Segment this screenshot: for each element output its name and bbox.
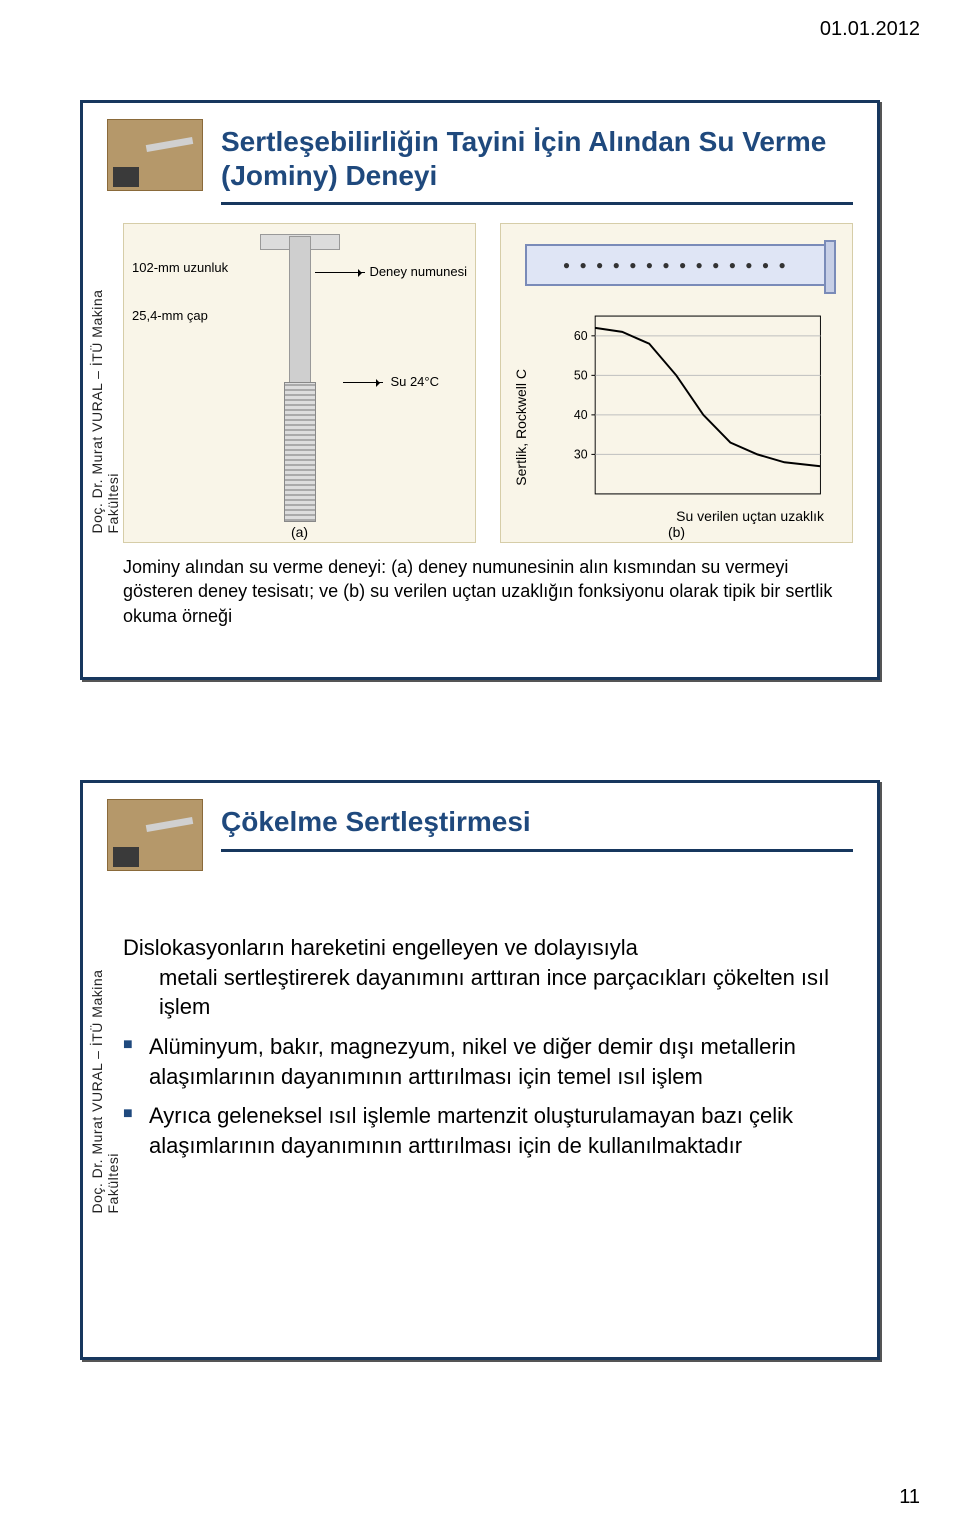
slide1-body: 102-mm uzunluk 25,4-mm çap Deney numunes…: [123, 223, 853, 661]
label-diameter: 25,4-mm çap: [132, 308, 208, 323]
fig-b-sublabel: (b): [668, 524, 685, 540]
hardness-chart: 30 40 50 60: [563, 310, 828, 502]
intro-rest: metali sertleştirerek dayanımını arttıra…: [159, 963, 853, 1022]
chart-ylabel: Sertlik, Rockwell C: [513, 369, 529, 486]
slide-jominy: Doç. Dr. Murat VURAL – İTÜ Makina Fakült…: [80, 100, 880, 680]
slide2-title: Çökelme Sertleştirmesi: [221, 805, 853, 839]
slide2-header: Çökelme Sertleştirmesi: [83, 783, 877, 875]
chart-xlabel: Su verilen uçtan uzaklık: [676, 509, 824, 524]
label-length: 102-mm uzunluk: [132, 260, 228, 275]
specimen-side-bar: ● ● ● ● ● ● ● ● ● ● ● ● ● ●: [525, 244, 828, 286]
page-number: 11: [899, 1486, 920, 1509]
svg-text:50: 50: [574, 367, 588, 382]
title-rule: [221, 849, 853, 852]
slide1-header: Sertleşebilirliğin Tayini İçin Alından S…: [83, 103, 877, 209]
arrow-icon: [315, 272, 365, 273]
intro-first: Dislokasyonların hareketini engelleyen v…: [123, 935, 638, 960]
label-specimen: Deney numunesi: [369, 264, 467, 279]
intro-text: Dislokasyonların hareketini engelleyen v…: [123, 933, 853, 1022]
slide2-body: Dislokasyonların hareketini engelleyen v…: [123, 933, 853, 1341]
svg-text:30: 30: [574, 446, 588, 461]
bullet-item: Ayrıca geleneksel ısıl işlemle martenzit…: [123, 1101, 853, 1160]
slide1-title: Sertleşebilirliğin Tayini İçin Alından S…: [221, 125, 853, 192]
figure-a: 102-mm uzunluk 25,4-mm çap Deney numunes…: [123, 223, 476, 543]
specimen-bar: [289, 236, 311, 396]
svg-text:40: 40: [574, 407, 588, 422]
slide-precipitation: Doç. Dr. Murat VURAL – İTÜ Makina Fakült…: [80, 780, 880, 1360]
fig-a-sublabel: (a): [291, 524, 308, 540]
svg-text:60: 60: [574, 327, 588, 342]
title-rule: [221, 202, 853, 205]
bullet-item: Alüminyum, bakır, magnezyum, nikel ve di…: [123, 1032, 853, 1091]
arrow-icon: [343, 382, 383, 383]
figure-b: ● ● ● ● ● ● ● ● ● ● ● ● ● ● Sertlik, Roc…: [500, 223, 853, 543]
chart-svg: 30 40 50 60: [563, 310, 828, 502]
water-column: [284, 382, 316, 522]
author-strip: Doç. Dr. Murat VURAL – İTÜ Makina Fakült…: [89, 927, 121, 1214]
figure-row: 102-mm uzunluk 25,4-mm çap Deney numunes…: [123, 223, 853, 543]
author-strip: Doç. Dr. Murat VURAL – İTÜ Makina Fakült…: [89, 247, 121, 534]
page-date: 01.01.2012: [820, 18, 920, 41]
title-block: Sertleşebilirliğin Tayini İçin Alından S…: [221, 119, 853, 205]
specimen-endcap: [824, 240, 836, 294]
title-block: Çökelme Sertleştirmesi: [221, 799, 853, 852]
bullet-list: Alüminyum, bakır, magnezyum, nikel ve di…: [123, 1032, 853, 1161]
photo-thumb-icon: [107, 799, 203, 871]
photo-thumb-icon: [107, 119, 203, 191]
figure-caption: Jominy alından su verme deneyi: (a) dene…: [123, 555, 853, 628]
indent-dots: ● ● ● ● ● ● ● ● ● ● ● ● ● ●: [563, 258, 789, 272]
label-water: Su 24°C: [390, 374, 439, 389]
